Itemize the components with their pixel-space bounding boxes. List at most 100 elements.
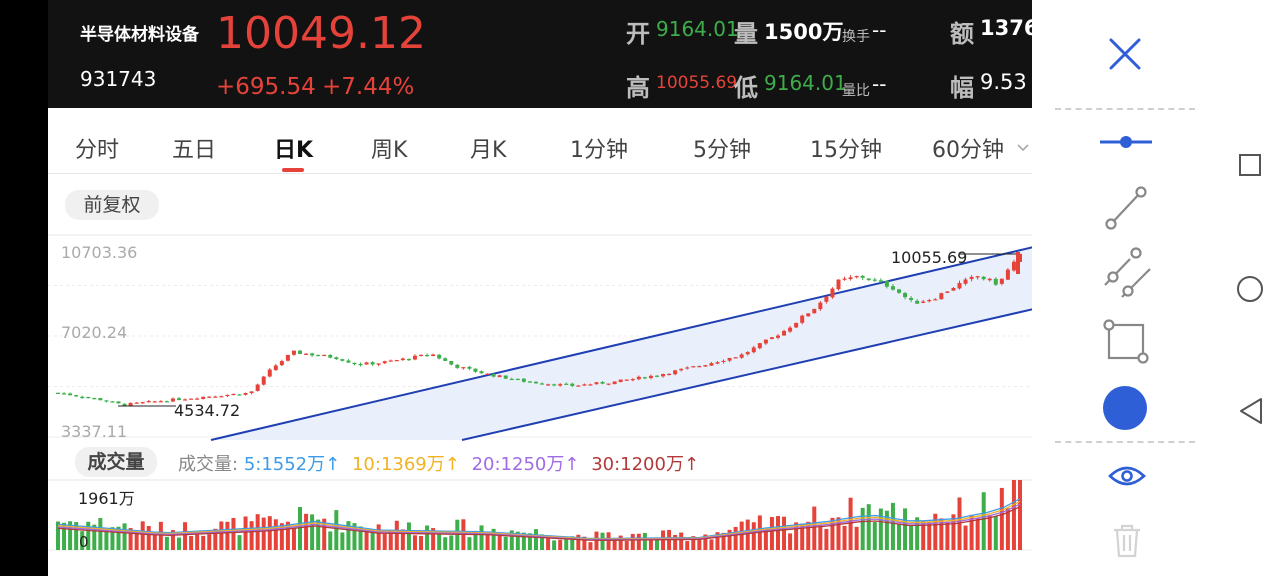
candle	[969, 276, 974, 280]
back-icon[interactable]	[1238, 397, 1264, 425]
candle	[546, 384, 551, 386]
candle	[370, 362, 375, 365]
candle	[431, 354, 436, 357]
candle	[812, 308, 817, 314]
volume-bar	[419, 536, 424, 550]
candle	[467, 366, 472, 369]
volume-bar	[540, 534, 545, 550]
candle	[570, 383, 575, 386]
volume-bar	[279, 523, 284, 550]
volume-bar	[400, 529, 405, 550]
volume-bar	[745, 519, 750, 550]
candle	[642, 377, 647, 379]
candle	[533, 381, 538, 384]
candle	[304, 353, 309, 355]
tab-15min[interactable]: 15分钟	[810, 138, 882, 163]
volume-ratio-value: --	[872, 72, 887, 96]
tab-intraday[interactable]: 分时	[75, 138, 120, 163]
volume-bar	[467, 537, 472, 550]
tab-daily-k[interactable]: 日K	[274, 138, 314, 163]
chevron-down-icon[interactable]	[1016, 143, 1030, 153]
volume-bar	[981, 492, 986, 550]
tab-weekly-k[interactable]: 周K	[371, 138, 408, 163]
ma20-value: 20:1250万	[471, 454, 565, 475]
volume-bar	[285, 521, 290, 550]
eye-icon[interactable]	[1107, 462, 1147, 490]
home-icon[interactable]	[1236, 275, 1264, 303]
candle	[291, 350, 296, 355]
channel-lower-line	[461, 308, 1032, 441]
candle	[860, 275, 865, 278]
tab-5min[interactable]: 5分钟	[693, 138, 751, 163]
candle	[322, 354, 327, 357]
volume-bar	[582, 536, 587, 550]
kline-chart[interactable]: 10703.36 7020.24 3337.11 4534.72 10055.69	[48, 108, 1032, 576]
candle	[443, 358, 448, 361]
volume-bar	[903, 508, 908, 550]
candle	[697, 366, 702, 368]
low-value: 9164.01	[764, 71, 847, 95]
candle	[987, 278, 992, 281]
volume-bar	[527, 533, 532, 550]
volume-bar	[370, 530, 375, 550]
close-icon[interactable]	[1108, 37, 1142, 71]
candle	[503, 375, 508, 379]
volume-bar	[642, 533, 647, 550]
candle	[915, 300, 920, 304]
volume-bar	[328, 531, 333, 550]
candle	[763, 339, 768, 344]
candle	[606, 383, 611, 385]
volume-ma-line	[57, 498, 1021, 540]
volume-bar	[570, 536, 575, 550]
candle	[98, 398, 103, 401]
volume-bar	[552, 540, 557, 550]
volume-indicator-button[interactable]: 成交量	[75, 447, 157, 477]
volume-bar	[213, 528, 218, 550]
segment-icon[interactable]	[1104, 185, 1148, 231]
candle	[636, 376, 641, 380]
amplitude-label: 幅	[950, 74, 974, 102]
candle	[249, 391, 254, 394]
volume-bar	[146, 526, 151, 550]
volume-bar	[782, 516, 787, 550]
color-circle-icon[interactable]	[1102, 385, 1148, 431]
candle	[878, 280, 883, 282]
volume-bar	[763, 529, 768, 550]
candle	[201, 396, 206, 399]
parallel-lines-icon[interactable]	[1100, 247, 1154, 303]
candle	[298, 350, 303, 354]
volume-bar	[164, 536, 169, 550]
candle	[104, 400, 109, 402]
candle	[739, 354, 744, 358]
candle	[116, 401, 121, 404]
volume-ma-legend: 成交量: 5:1552万↑ 10:1369万↑ 20:1250万↑ 30:120…	[178, 454, 700, 475]
volume-bar	[261, 517, 266, 550]
y-tick-label: 10703.36	[61, 243, 137, 262]
tab-60min[interactable]: 60分钟	[932, 138, 1004, 163]
tab-five-day[interactable]: 五日	[172, 138, 217, 163]
ma30-value: 30:1200万	[591, 454, 684, 475]
tab-monthly-k[interactable]: 月K	[470, 138, 507, 163]
volume-bar	[842, 525, 847, 550]
candle	[951, 287, 956, 291]
adjust-button[interactable]: 前复权	[65, 190, 159, 220]
volume-bar	[878, 508, 883, 550]
trash-icon[interactable]	[1112, 524, 1142, 558]
volume-bar	[310, 514, 315, 550]
last-price: 10049.12	[216, 8, 426, 59]
rectangle-icon[interactable]	[1102, 318, 1152, 366]
volume-bar	[449, 535, 454, 550]
horizontal-line-icon[interactable]	[1098, 130, 1154, 154]
candle	[540, 383, 545, 385]
volume-bar	[80, 531, 85, 550]
candle	[909, 297, 914, 300]
volume-bar	[376, 524, 381, 550]
recent-apps-icon[interactable]	[1238, 153, 1262, 177]
volume-bar	[618, 535, 623, 550]
candle	[721, 360, 726, 363]
candle	[328, 354, 333, 358]
candle	[981, 276, 986, 280]
tab-1min[interactable]: 1分钟	[570, 138, 628, 163]
candle	[364, 362, 369, 365]
volume-bar	[794, 522, 799, 550]
